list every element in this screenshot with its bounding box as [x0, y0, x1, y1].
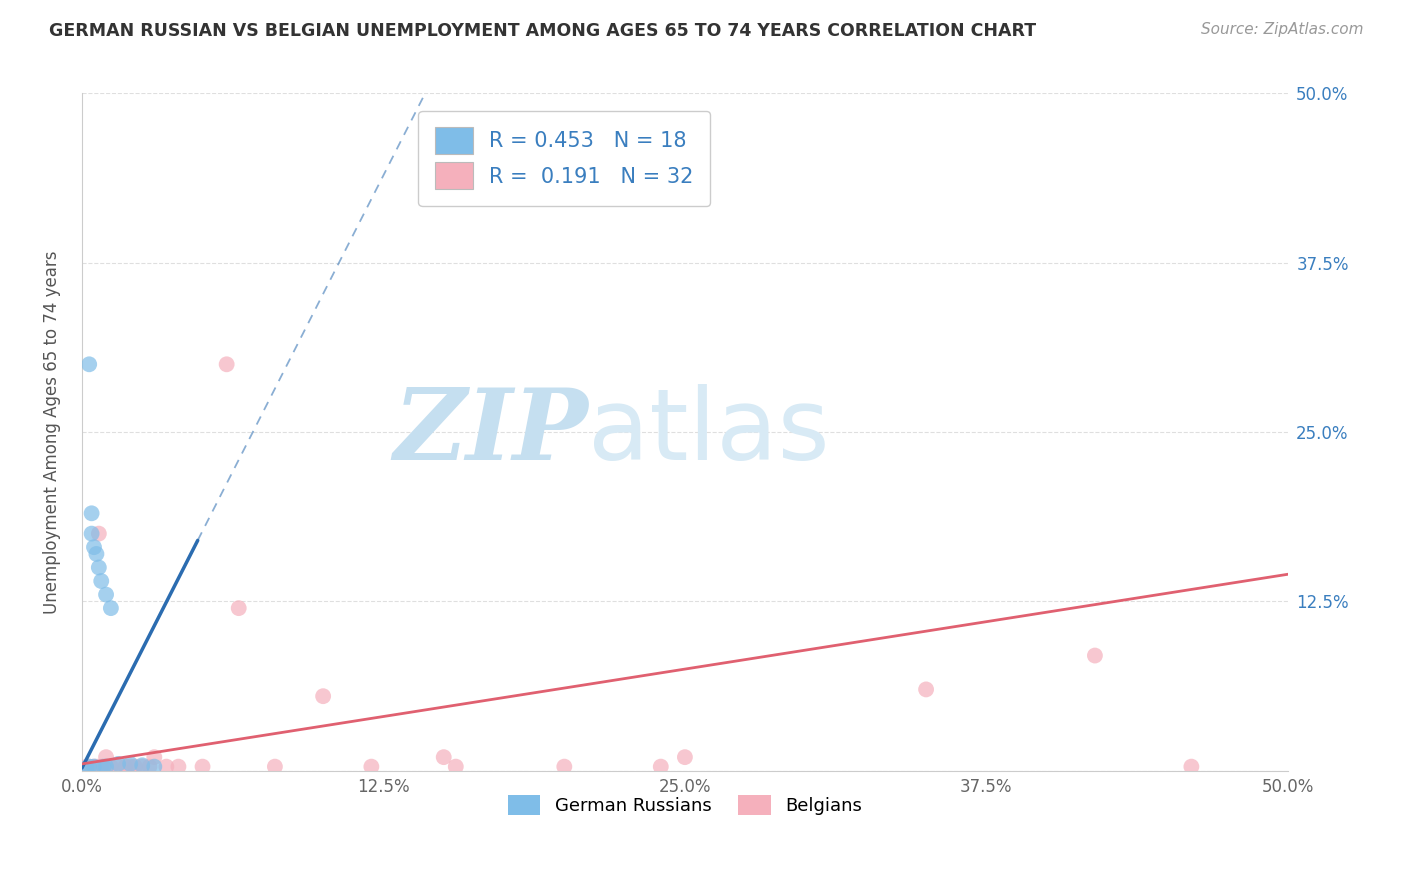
Point	[312, 689, 335, 703]
Text: atlas: atlas	[589, 384, 830, 481]
Point	[143, 759, 166, 773]
Point	[143, 750, 166, 764]
Point	[94, 759, 117, 773]
Point	[86, 547, 108, 561]
Point	[94, 750, 117, 764]
Point	[80, 506, 103, 520]
Point	[100, 601, 122, 615]
Legend: German Russians, Belgians: German Russians, Belgians	[501, 788, 869, 822]
Point	[553, 759, 575, 773]
Point	[93, 759, 115, 773]
Point	[131, 758, 153, 772]
Point	[107, 759, 129, 773]
Point	[131, 759, 153, 773]
Text: Source: ZipAtlas.com: Source: ZipAtlas.com	[1201, 22, 1364, 37]
Point	[915, 682, 938, 697]
Point	[215, 357, 238, 371]
Text: GERMAN RUSSIAN VS BELGIAN UNEMPLOYMENT AMONG AGES 65 TO 74 YEARS CORRELATION CHA: GERMAN RUSSIAN VS BELGIAN UNEMPLOYMENT A…	[49, 22, 1036, 40]
Point	[650, 759, 672, 773]
Point	[87, 560, 110, 574]
Point	[77, 759, 100, 773]
Point	[83, 759, 105, 773]
Point	[1084, 648, 1107, 663]
Point	[155, 759, 177, 773]
Point	[90, 759, 112, 773]
Point	[94, 588, 117, 602]
Point	[94, 759, 117, 773]
Point	[124, 759, 146, 773]
Point	[83, 540, 105, 554]
Point	[444, 759, 467, 773]
Point	[80, 526, 103, 541]
Y-axis label: Unemployment Among Ages 65 to 74 years: Unemployment Among Ages 65 to 74 years	[44, 251, 60, 614]
Point	[228, 601, 250, 615]
Point	[77, 759, 100, 773]
Point	[77, 357, 100, 371]
Point	[360, 759, 382, 773]
Point	[138, 759, 160, 773]
Point	[100, 759, 122, 773]
Point	[76, 759, 98, 773]
Point	[114, 759, 136, 773]
Point	[83, 759, 105, 773]
Point	[433, 750, 456, 764]
Point	[264, 759, 287, 773]
Point	[120, 756, 142, 771]
Point	[120, 759, 142, 773]
Point	[167, 759, 190, 773]
Point	[107, 756, 129, 771]
Point	[90, 574, 112, 588]
Point	[87, 526, 110, 541]
Text: ZIP: ZIP	[394, 384, 589, 480]
Point	[191, 759, 214, 773]
Point	[673, 750, 696, 764]
Point	[1180, 759, 1202, 773]
Point	[86, 759, 108, 773]
Point	[76, 761, 98, 775]
